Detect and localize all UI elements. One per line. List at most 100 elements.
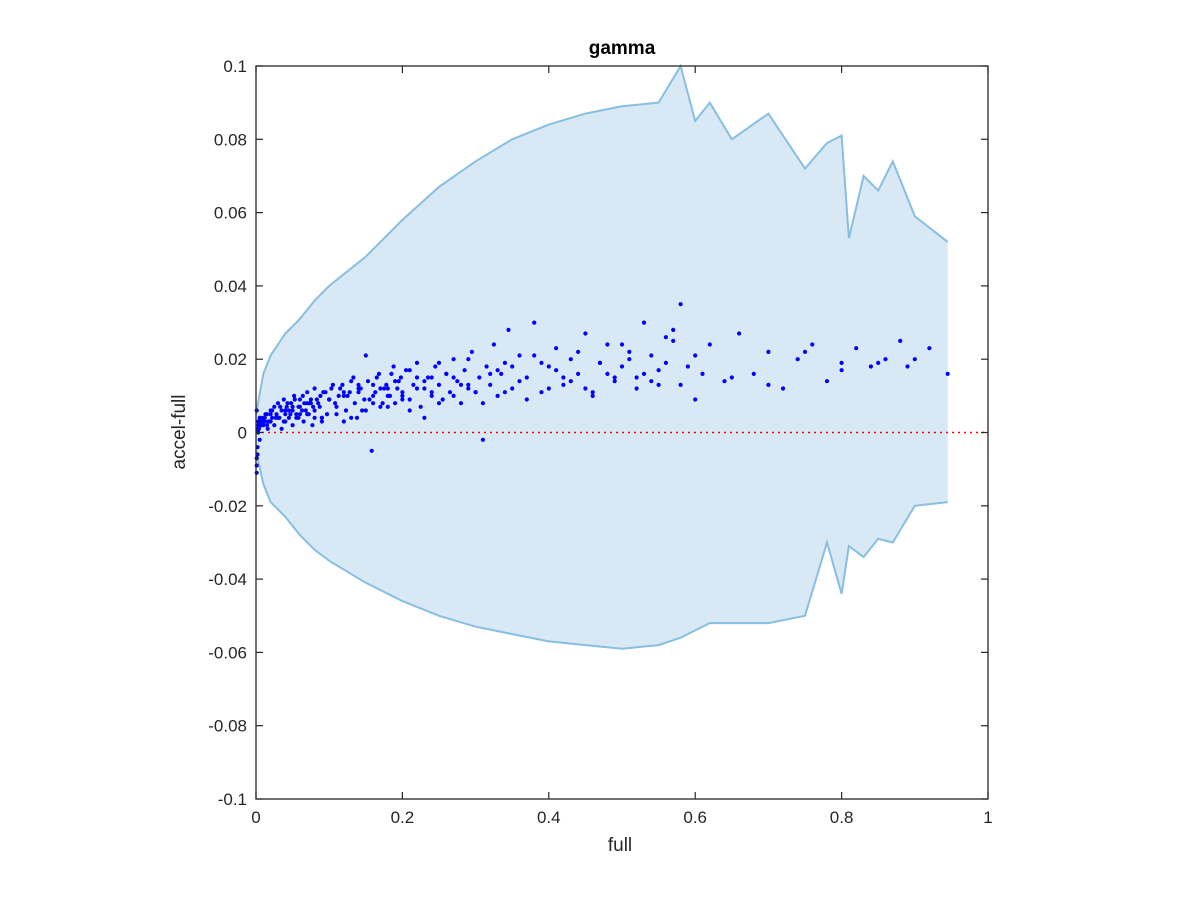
band-lower-edge [255,450,948,650]
data-point [292,397,297,402]
data-point [433,364,438,369]
x-tick-label: 0.6 [683,808,707,827]
data-point [369,448,374,453]
data-point [868,364,874,369]
data-point [273,415,278,420]
data-point [363,353,368,358]
data-point [532,320,537,325]
data-point [802,349,808,354]
data-point [284,404,289,409]
x-tick-label: 0.8 [830,808,854,827]
data-point [561,382,566,387]
data-point [275,401,281,406]
data-point [451,375,456,380]
data-point [737,331,742,336]
data-point [308,397,313,402]
data-point [270,415,275,420]
data-point [312,386,317,391]
data-point [480,437,485,442]
data-point [281,419,286,424]
data-point [927,346,932,351]
data-point [290,404,295,409]
data-point [436,360,442,365]
x-tick-label: 0.2 [391,808,415,827]
data-point [259,423,264,428]
data-point [384,382,389,387]
y-tick-label: 0.1 [223,57,247,76]
data-point [495,368,500,373]
y-axis-ticks: -0.1 -0.08 -0.06 -0.04 -0.02 0 0.02 0.04 0.06 0.0… [208,57,988,809]
data-point [303,408,308,413]
data-point [876,360,881,365]
data-point [258,415,263,420]
data-point [619,364,625,369]
data-point [385,386,390,391]
data-point [289,401,294,406]
data-point [429,393,434,398]
band-fill [256,66,948,649]
data-point [278,404,283,409]
data-point [707,342,712,347]
data-point [605,371,610,376]
data-point [283,412,288,417]
data-point [499,371,504,376]
data-point [256,426,261,431]
data-point [300,393,305,398]
data-point [340,382,345,387]
data-point [288,412,293,417]
data-point [261,415,266,420]
data-point [407,397,412,402]
data-point [729,375,734,380]
data-point [898,338,903,343]
y-tick-label: 0.08 [214,130,247,149]
data-point [391,364,396,369]
data-point [693,397,698,402]
data-point [678,382,683,387]
scatter-points [254,302,950,475]
data-point [333,401,338,406]
data-point [484,364,489,369]
data-point [351,375,356,380]
data-point [324,412,330,417]
data-point [338,386,343,391]
data-point [347,390,352,395]
data-point [905,364,910,369]
data-point [440,397,445,402]
y-tick-label: 0.02 [214,350,247,369]
data-point [352,401,357,406]
data-point [766,382,771,387]
data-point [387,393,393,398]
data-point [480,401,485,406]
data-point [458,382,464,387]
y-tick-label: -0.04 [208,570,247,589]
data-point [404,368,409,373]
data-point [256,423,261,428]
data-point [301,419,306,424]
data-point [473,390,478,395]
data-point [319,415,324,420]
y-tick-label: -0.1 [218,790,247,809]
data-point [312,408,317,413]
data-point [488,371,493,376]
data-point [378,404,383,409]
data-point [319,419,324,424]
data-point [327,397,332,402]
data-point [290,408,295,413]
data-point [912,357,917,362]
data-point [398,375,403,380]
data-point [477,375,482,380]
confidence-band [255,63,949,650]
data-point [583,331,588,336]
data-point [554,346,559,351]
data-point [400,390,405,395]
data-point [451,393,456,398]
band-upper-edge [255,63,949,415]
data-point [576,349,581,354]
data-point [663,360,669,365]
data-point [374,375,379,380]
data-point [256,419,261,424]
data-point [356,390,361,395]
data-point [590,390,595,395]
data-point [371,382,376,387]
data-point [568,379,573,384]
